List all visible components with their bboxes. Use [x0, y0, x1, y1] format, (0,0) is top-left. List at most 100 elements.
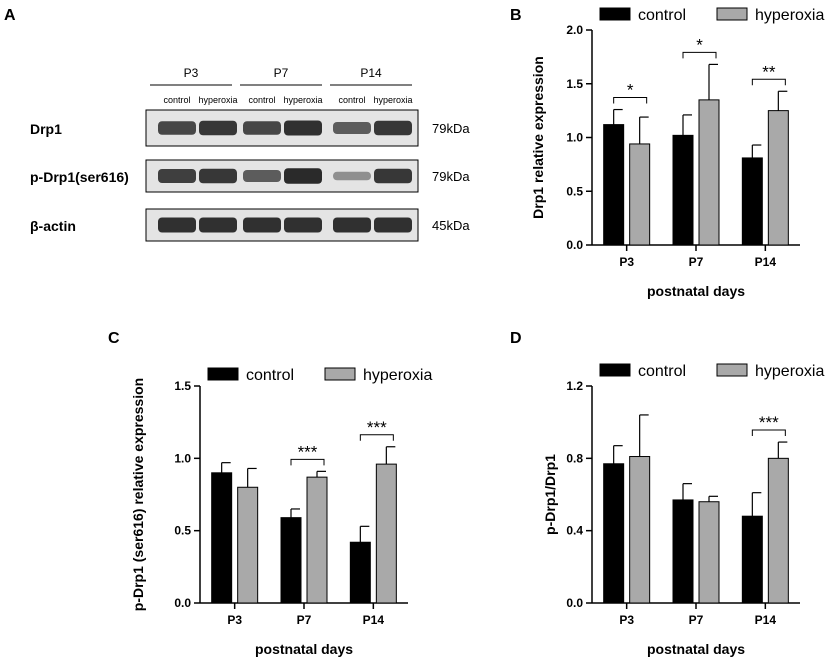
- x-tick-label: P3: [619, 255, 634, 269]
- bar-control: [741, 157, 763, 246]
- x-tick-label: P14: [755, 613, 777, 627]
- bar-control: [280, 517, 302, 604]
- panel-label-d: D: [510, 330, 522, 347]
- x-tick-label: P7: [689, 255, 704, 269]
- blot-band: [243, 170, 281, 182]
- significance-bracket: [290, 458, 325, 466]
- bar-hyperoxia: [306, 476, 328, 604]
- significance-bracket: [751, 429, 786, 437]
- significance-marker: ***: [759, 413, 779, 432]
- blot-size-label: 79kDa: [432, 169, 470, 184]
- blot-band: [158, 217, 196, 233]
- blot-row-label: Drp1: [30, 121, 62, 137]
- legend-label: control: [638, 363, 686, 380]
- panel-label-a: A: [4, 7, 16, 24]
- bar-control: [672, 134, 694, 246]
- chart-panel-c: control hyperoxia 0.0 0.5 1.0 1.5 P3 P7 *** P14 **…: [130, 367, 432, 657]
- legend-label: control: [246, 367, 294, 384]
- y-tick-label: 0.5: [566, 184, 583, 198]
- blot-lane-label: hyperoxia: [283, 95, 322, 105]
- bar-hyperoxia: [698, 501, 720, 604]
- x-tick-label: P3: [619, 613, 634, 627]
- blot-size-label: 45kDa: [432, 218, 470, 233]
- blot-band: [284, 120, 322, 136]
- bar-control: [603, 463, 625, 604]
- blot-band: [374, 120, 412, 136]
- y-tick-label: 1.5: [174, 379, 191, 393]
- significance-bracket: [682, 51, 717, 59]
- y-tick-label: 0.0: [566, 238, 583, 252]
- significance-bracket: [613, 97, 648, 104]
- y-tick-label: 1.0: [566, 131, 583, 145]
- legend-swatch: [207, 367, 239, 381]
- legend-swatch: [324, 367, 356, 381]
- blot-size-label: 79kDa: [432, 121, 470, 136]
- bar-hyperoxia: [237, 486, 259, 604]
- legend-swatch: [599, 363, 631, 377]
- bar-control: [672, 499, 694, 604]
- blot-band: [199, 217, 237, 233]
- x-tick-label: P3: [227, 613, 242, 627]
- y-axis-title: Drp1 relative expression: [530, 56, 546, 219]
- significance-bracket: [751, 78, 786, 86]
- chart-panel-d: control hyperoxia 0.0 0.4 0.8 1.2 P3 P7 P14 *** po…: [542, 363, 824, 657]
- significance-marker: *: [696, 35, 703, 54]
- significance-bracket: [359, 434, 394, 441]
- significance-marker: **: [762, 62, 776, 81]
- x-axis-title: postnatal days: [647, 283, 745, 299]
- y-tick-label: 0.5: [174, 524, 191, 538]
- y-axis-title: p-Drp1 (ser616) relative expression: [130, 378, 146, 611]
- significance-marker: ***: [367, 418, 387, 437]
- blot-lane-label: hyperoxia: [373, 95, 412, 105]
- blot-row-label: p-Drp1(ser616): [30, 169, 129, 185]
- y-tick-label: 1.0: [174, 451, 191, 465]
- y-tick-label: 1.2: [566, 379, 583, 393]
- blot-band: [333, 217, 371, 233]
- legend-label: hyperoxia: [363, 367, 432, 384]
- bar-hyperoxia: [629, 143, 651, 246]
- blot-band: [158, 169, 196, 183]
- blot-timepoint-label: P3: [184, 66, 199, 80]
- blot-lane-label: control: [163, 95, 190, 105]
- blot-band: [284, 168, 322, 184]
- blot-lane-label: control: [248, 95, 275, 105]
- blot-lane-label: control: [338, 95, 365, 105]
- y-tick-label: 0.4: [566, 524, 583, 538]
- blot-lane-label: hyperoxia: [198, 95, 237, 105]
- blot-row-label: β-actin: [30, 218, 76, 234]
- blot-band: [333, 122, 371, 134]
- x-tick-label: P7: [689, 613, 704, 627]
- bar-control: [741, 515, 763, 604]
- x-tick-label: P14: [755, 255, 777, 269]
- blot-band: [284, 217, 322, 233]
- bar-hyperoxia: [698, 99, 720, 246]
- x-tick-label: P14: [363, 613, 385, 627]
- y-axis-title: p-Drp1/Drp1: [542, 454, 558, 535]
- legend-label: hyperoxia: [755, 7, 824, 24]
- blot-timepoint-label: P7: [274, 66, 289, 80]
- legend-swatch: [716, 363, 748, 377]
- panel-label-b: B: [510, 7, 522, 24]
- bar-hyperoxia: [375, 463, 397, 604]
- x-axis-title: postnatal days: [647, 641, 745, 657]
- y-tick-label: 2.0: [566, 23, 583, 37]
- significance-marker: *: [627, 81, 634, 100]
- legend-swatch: [599, 7, 631, 21]
- blot-band: [199, 168, 237, 184]
- x-tick-label: P7: [297, 613, 312, 627]
- y-tick-label: 1.5: [566, 77, 583, 91]
- bar-control: [349, 541, 371, 604]
- y-tick-label: 0.0: [566, 596, 583, 610]
- bar-hyperoxia: [629, 456, 651, 604]
- blot-band: [199, 120, 237, 136]
- y-tick-label: 0.0: [174, 596, 191, 610]
- blot-band: [243, 121, 281, 135]
- blot-band: [374, 217, 412, 233]
- blot-band: [243, 217, 281, 233]
- blot-band: [158, 121, 196, 135]
- panel-label-c: C: [108, 330, 120, 347]
- x-axis-title: postnatal days: [255, 641, 353, 657]
- blot-timepoint-label: P14: [360, 66, 382, 80]
- bar-hyperoxia: [767, 457, 789, 604]
